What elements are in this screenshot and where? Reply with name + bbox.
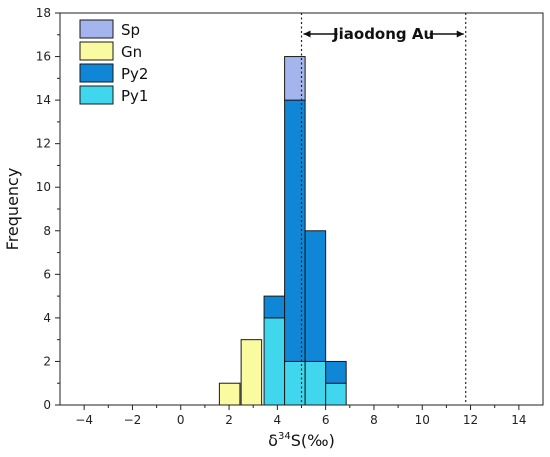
bar-segment-gn-bin-0 bbox=[218, 382, 241, 406]
legend-swatch-py2 bbox=[79, 63, 114, 83]
legend-swatch-gn bbox=[79, 41, 114, 61]
legend-label-gn: Gn bbox=[121, 43, 142, 61]
x-axis-title-prefix: δ bbox=[268, 431, 278, 450]
bar-segment-py2-bin-5 bbox=[325, 360, 347, 384]
x-tick-label: 12 bbox=[463, 413, 478, 427]
y-tick-label: 14 bbox=[36, 93, 51, 107]
x-tick-label: 8 bbox=[370, 413, 378, 427]
bars-layer bbox=[218, 56, 347, 406]
annotation-label: Jiaodong Au bbox=[332, 25, 434, 43]
bar-segment-py1-bin-4 bbox=[304, 360, 327, 406]
legend-label-py1: Py1 bbox=[121, 87, 148, 105]
y-tick-label: 4 bbox=[43, 311, 51, 325]
x-axis-title-superscript: 34 bbox=[278, 431, 291, 442]
bar-segment-gn-bin-1 bbox=[240, 339, 263, 406]
x-tick-label: 0 bbox=[177, 413, 185, 427]
x-tick-label: 4 bbox=[274, 413, 282, 427]
x-tick-label: 6 bbox=[322, 413, 330, 427]
x-tick-label: −4 bbox=[75, 413, 93, 427]
legend-swatch-py1 bbox=[79, 85, 114, 105]
annotation-layer: Jiaodong Au bbox=[300, 13, 467, 405]
legend-label-sp: Sp bbox=[121, 21, 140, 39]
ticks-layer: −4 −2 0 2 4 6 8 10 12 14 0 2 4 6 8 10 12 14 16 18 bbox=[36, 6, 527, 427]
y-tick-label: 6 bbox=[43, 267, 51, 281]
y-tick-label: 10 bbox=[36, 180, 51, 194]
y-tick-label: 18 bbox=[36, 6, 51, 20]
annotation-arrows bbox=[303, 30, 464, 38]
bar-segment-py1-bin-5 bbox=[325, 382, 347, 406]
y-tick-label: 0 bbox=[43, 398, 51, 412]
legend-label-py2: Py2 bbox=[121, 65, 148, 83]
x-axis-title-suffix: S(‰) bbox=[291, 431, 335, 450]
y-tick-label: 2 bbox=[43, 354, 51, 368]
annotation-arrow-right-head bbox=[456, 30, 464, 38]
x-tick-label: 10 bbox=[415, 413, 430, 427]
x-tick-label: 2 bbox=[225, 413, 233, 427]
legend: Sp Gn Py2 Py1 bbox=[79, 19, 148, 105]
y-tick-label: 8 bbox=[43, 224, 51, 238]
x-tick-label: −2 bbox=[124, 413, 142, 427]
bar-segment-sp-bin-3 bbox=[284, 56, 306, 101]
annotation-arrow-left-head bbox=[303, 30, 311, 38]
y-tick-label: 12 bbox=[36, 137, 51, 151]
y-tick-label: 16 bbox=[36, 50, 51, 64]
y-axis-title: Frequency bbox=[3, 168, 22, 251]
bar-segment-py2-bin-2 bbox=[263, 295, 286, 319]
legend-swatch-sp bbox=[79, 19, 114, 39]
bar-segment-py1-bin-2 bbox=[263, 317, 286, 406]
x-axis-title: δ34S(‰) bbox=[268, 431, 335, 450]
x-tick-label: 14 bbox=[511, 413, 526, 427]
bar-segment-py2-bin-4 bbox=[304, 230, 327, 362]
